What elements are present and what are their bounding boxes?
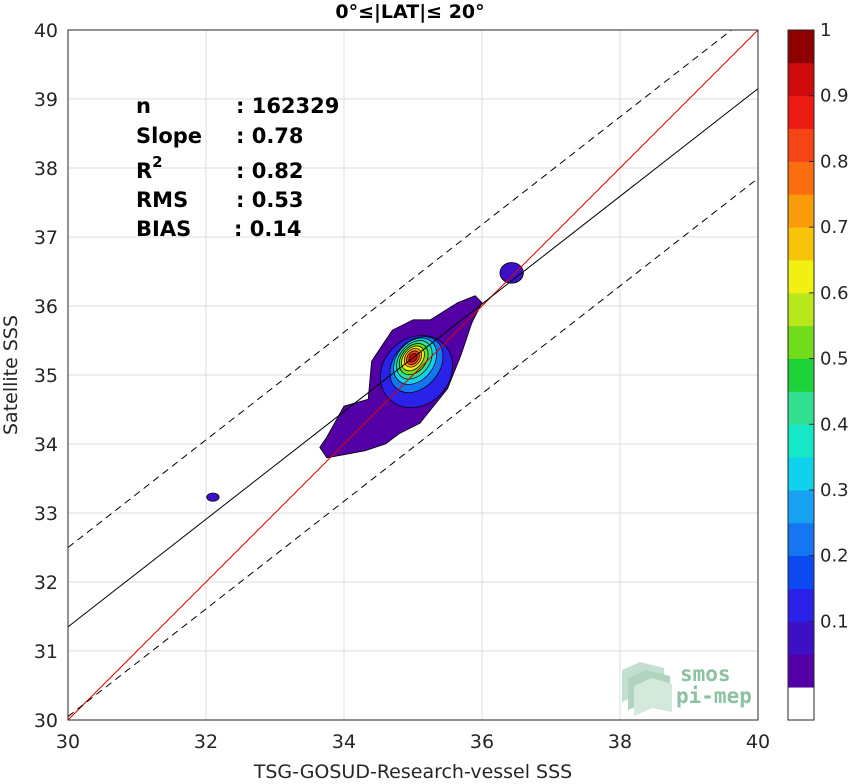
stat-label: BIAS <box>136 217 191 241</box>
colorbar-segment <box>788 424 814 458</box>
y-tick-label: 37 <box>34 227 58 249</box>
y-axis-title: Satellite SSS <box>0 315 22 435</box>
colorbar-frame <box>787 29 815 721</box>
colorbar-tick-label: 0.2 <box>820 546 849 567</box>
colorbar-tick-label: 0.3 <box>820 480 849 501</box>
y-axis-ticks: 30 31 32 33 34 35 36 37 38 39 40 <box>34 20 58 732</box>
colorbar-tick-label: 0.9 <box>820 86 849 107</box>
colorbar-tick-label: 0.1 <box>820 611 849 632</box>
line-regression-upper <box>68 30 733 548</box>
stat-label: n <box>136 94 151 118</box>
logo-waves-icon <box>622 662 672 716</box>
y-tick-label: 35 <box>34 365 58 387</box>
stat-value: : 0.14 <box>234 217 302 241</box>
chart-title: 0°≤|LAT|≤ 20° <box>335 1 484 23</box>
logo-line-1: smos <box>680 662 731 686</box>
line-one-to-one <box>68 30 758 720</box>
y-tick-label: 34 <box>34 434 58 456</box>
colorbar-segment <box>788 292 814 327</box>
colorbar-segment <box>788 194 814 228</box>
stat-superscript: 2 <box>152 153 162 171</box>
stat-value: : 0.53 <box>236 188 304 212</box>
colorbar-segment <box>788 555 814 589</box>
colorbar-segment <box>788 358 814 392</box>
x-tick-label: 32 <box>194 731 218 753</box>
stat-value: : 0.78 <box>236 124 304 148</box>
contour-blob-upper-right <box>499 262 524 284</box>
colorbar-segment <box>788 260 814 294</box>
colorbar-segment <box>788 522 814 557</box>
x-tick-label: 34 <box>332 731 356 753</box>
colorbar-segment <box>788 227 814 261</box>
line-regression <box>68 88 758 628</box>
logo-line-2: pi-mep <box>676 684 752 708</box>
colorbar-tick-label: 0.6 <box>820 283 849 304</box>
x-tick-label: 40 <box>746 731 770 753</box>
stat-value: : 0.82 <box>236 159 304 183</box>
colorbar-tick-label: 0.4 <box>820 414 849 435</box>
y-tick-label: 38 <box>34 158 58 180</box>
colorbar-tick-label: 0.5 <box>820 349 849 370</box>
colorbar-segment <box>788 128 814 162</box>
colorbar-segment <box>788 325 814 359</box>
grid-lines <box>67 29 759 721</box>
colorbar-segment <box>788 654 814 688</box>
stat-value: : 162329 <box>236 94 339 118</box>
colorbar-tick-label: 0.8 <box>820 151 849 172</box>
colorbar-segment <box>788 621 814 655</box>
contour-blob-left <box>206 492 220 502</box>
plot-frame <box>67 29 759 721</box>
y-tick-label: 40 <box>34 20 58 42</box>
y-tick-label: 30 <box>34 710 58 732</box>
colorbar-segment <box>788 687 814 721</box>
reference-lines <box>68 30 758 720</box>
colorbar-segment <box>788 161 814 195</box>
y-tick-label: 33 <box>34 503 58 525</box>
colorbar-segment <box>788 95 814 129</box>
y-tick-label: 36 <box>34 296 58 318</box>
x-axis-ticks: 30 32 34 36 38 40 <box>56 731 770 753</box>
smos-pimep-logo: smos pi-mep <box>622 662 752 716</box>
stat-label: RMS <box>136 188 188 212</box>
colorbar-segment <box>788 391 814 425</box>
y-tick-label: 32 <box>34 572 58 594</box>
y-tick-label: 39 <box>34 89 58 111</box>
x-tick-label: 30 <box>56 731 80 753</box>
colorbar-segment <box>788 457 814 491</box>
colorbar: 0.1 0.2 0.3 0.4 0.5 0.6 0.7 0.8 0.9 1 <box>787 20 849 721</box>
colorbar-tick-label: 1 <box>820 20 831 41</box>
y-tick-label: 31 <box>34 641 58 663</box>
line-regression-lower <box>68 177 758 717</box>
colorbar-segment <box>788 62 814 97</box>
stat-label: Slope <box>136 124 202 148</box>
colorbar-segment <box>788 588 814 622</box>
colorbar-segment <box>788 30 814 64</box>
colorbar-tick-label: 0.7 <box>820 217 849 238</box>
x-axis-title: TSG-GOSUD-Research-vessel SSS <box>253 761 573 783</box>
x-tick-label: 38 <box>608 731 632 753</box>
x-tick-label: 36 <box>470 731 494 753</box>
colorbar-segment <box>788 490 814 524</box>
